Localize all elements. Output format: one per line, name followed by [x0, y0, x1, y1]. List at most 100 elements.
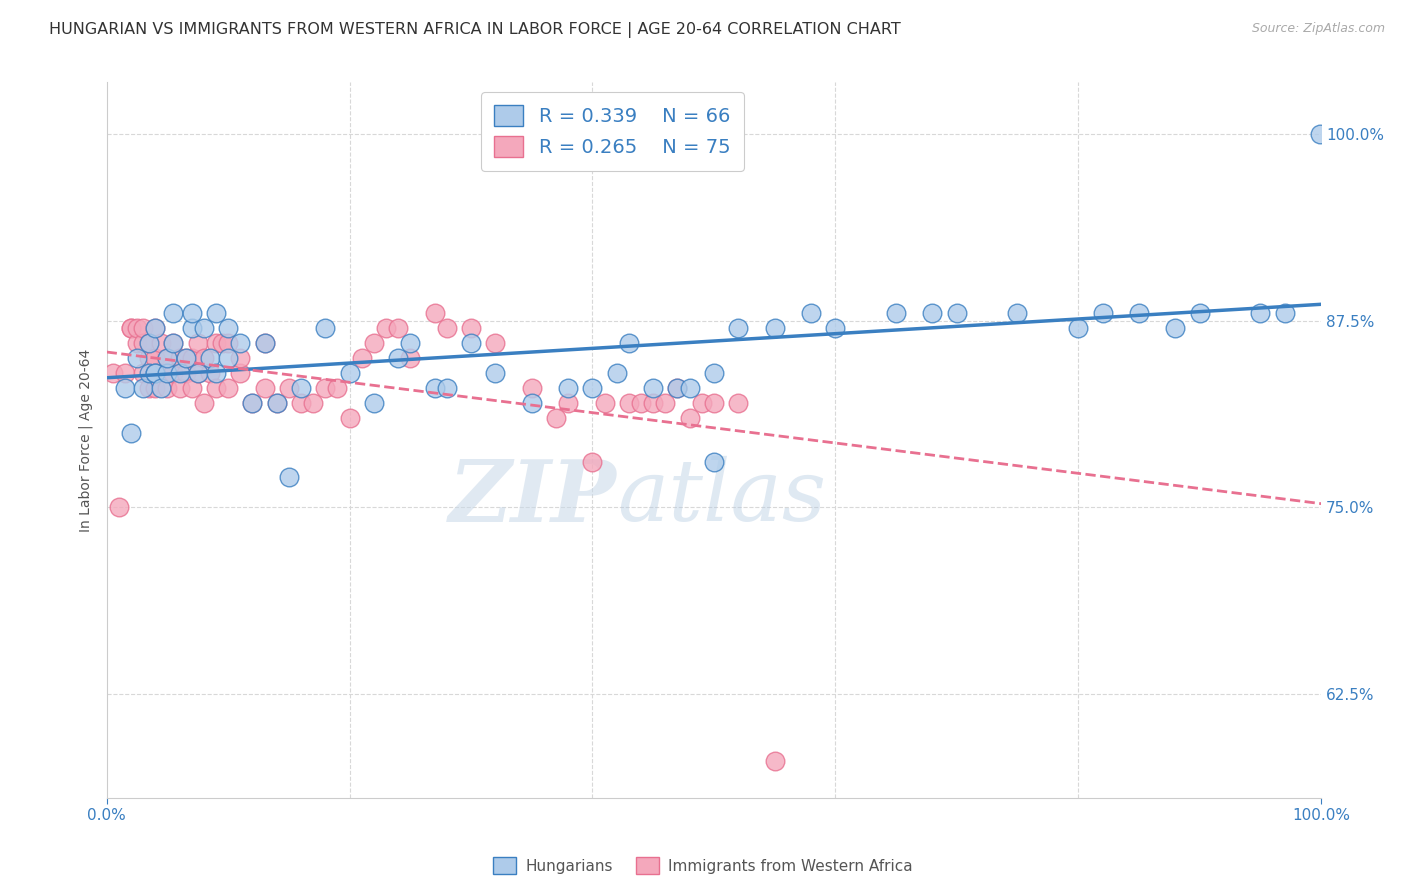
Point — [198, 366, 221, 380]
Point — [484, 366, 506, 380]
Point — [690, 395, 713, 409]
Point — [193, 395, 215, 409]
Y-axis label: In Labor Force | Age 20-64: In Labor Force | Age 20-64 — [79, 349, 93, 532]
Point — [132, 366, 155, 380]
Point — [253, 381, 276, 395]
Point — [125, 321, 148, 335]
Point — [101, 366, 124, 380]
Point — [654, 395, 676, 409]
Point — [520, 395, 543, 409]
Point — [143, 321, 166, 335]
Point — [156, 381, 179, 395]
Point — [1067, 321, 1090, 335]
Point — [205, 381, 228, 395]
Point — [169, 366, 191, 380]
Point — [229, 366, 252, 380]
Point — [242, 395, 264, 409]
Point — [921, 306, 943, 320]
Point — [266, 395, 288, 409]
Point — [266, 395, 288, 409]
Point — [217, 336, 239, 351]
Point — [211, 336, 233, 351]
Point — [339, 366, 361, 380]
Point — [162, 306, 184, 320]
Point — [187, 336, 209, 351]
Text: HUNGARIAN VS IMMIGRANTS FROM WESTERN AFRICA IN LABOR FORCE | AGE 20-64 CORRELATI: HUNGARIAN VS IMMIGRANTS FROM WESTERN AFR… — [49, 22, 901, 38]
Point — [1188, 306, 1211, 320]
Point — [120, 321, 142, 335]
Point — [198, 351, 221, 365]
Legend: R = 0.339    N = 66, R = 0.265    N = 75: R = 0.339 N = 66, R = 0.265 N = 75 — [481, 92, 744, 171]
Point — [193, 321, 215, 335]
Point — [125, 351, 148, 365]
Point — [143, 366, 166, 380]
Point — [143, 381, 166, 395]
Point — [174, 351, 197, 365]
Point — [666, 381, 689, 395]
Text: Source: ZipAtlas.com: Source: ZipAtlas.com — [1251, 22, 1385, 36]
Point — [1249, 306, 1271, 320]
Point — [125, 336, 148, 351]
Point — [643, 395, 665, 409]
Point — [205, 306, 228, 320]
Point — [363, 395, 385, 409]
Point — [1309, 127, 1331, 141]
Point — [143, 366, 166, 380]
Point — [162, 336, 184, 351]
Point — [180, 321, 202, 335]
Point — [290, 381, 312, 395]
Point — [423, 381, 446, 395]
Point — [150, 381, 173, 395]
Point — [703, 366, 725, 380]
Point — [132, 381, 155, 395]
Point — [138, 381, 160, 395]
Point — [399, 351, 422, 365]
Point — [138, 336, 160, 351]
Text: atlas: atlas — [617, 456, 825, 539]
Point — [187, 366, 209, 380]
Point — [1007, 306, 1029, 320]
Point — [484, 336, 506, 351]
Point — [375, 321, 398, 335]
Point — [460, 321, 482, 335]
Point — [162, 336, 184, 351]
Point — [156, 366, 179, 380]
Point — [544, 410, 567, 425]
Point — [180, 351, 202, 365]
Point — [150, 366, 173, 380]
Point — [169, 381, 191, 395]
Point — [824, 321, 846, 335]
Point — [120, 425, 142, 440]
Legend: Hungarians, Immigrants from Western Africa: Hungarians, Immigrants from Western Afri… — [488, 851, 918, 880]
Point — [617, 395, 640, 409]
Point — [180, 306, 202, 320]
Point — [205, 366, 228, 380]
Point — [169, 351, 191, 365]
Text: ZIP: ZIP — [449, 456, 617, 539]
Point — [143, 351, 166, 365]
Point — [557, 395, 579, 409]
Point — [107, 500, 129, 515]
Point — [138, 336, 160, 351]
Point — [763, 754, 786, 768]
Point — [363, 336, 385, 351]
Point — [884, 306, 907, 320]
Point — [193, 351, 215, 365]
Point — [156, 351, 179, 365]
Point — [436, 381, 458, 395]
Point — [162, 366, 184, 380]
Point — [138, 366, 160, 380]
Point — [350, 351, 373, 365]
Point — [643, 381, 665, 395]
Point — [387, 321, 409, 335]
Point — [205, 336, 228, 351]
Point — [114, 366, 136, 380]
Point — [217, 321, 239, 335]
Point — [229, 336, 252, 351]
Point — [557, 381, 579, 395]
Point — [174, 351, 197, 365]
Point — [302, 395, 325, 409]
Point — [150, 336, 173, 351]
Point — [180, 381, 202, 395]
Point — [290, 395, 312, 409]
